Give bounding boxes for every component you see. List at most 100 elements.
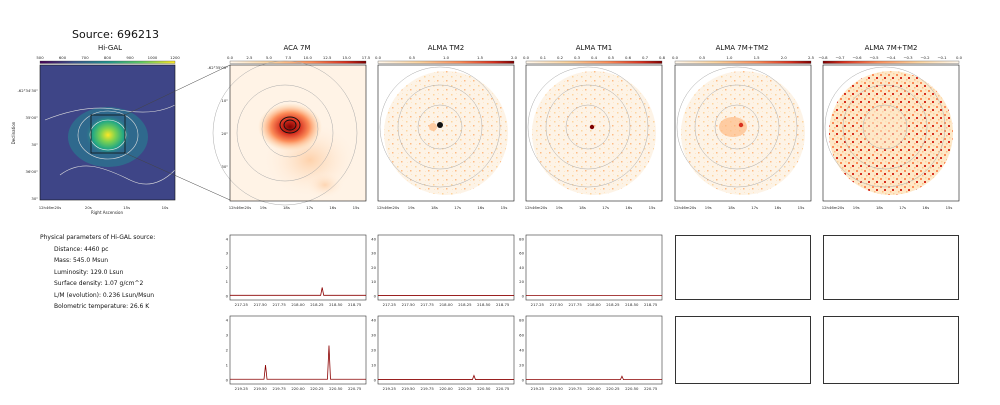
tm1-cbar-tick: 0.8 [659, 55, 666, 60]
spectrum-line [230, 287, 366, 296]
spectrum-ytick: 1 [226, 362, 229, 367]
tm2-xtick: 18s [431, 205, 438, 210]
spectrum-ytick: 20 [371, 265, 376, 270]
spectrum-xtick: 220.00 [587, 386, 601, 391]
spectrum-xtick: 218.50 [329, 302, 343, 307]
param-distance: Distance: 4460 pc [54, 245, 109, 253]
spectrum-xtick: 217.75 [272, 302, 286, 307]
spectrum-xtick: 220.25 [606, 386, 620, 391]
spectrum-frame [525, 315, 663, 385]
spectrum-xtick: 218.00 [587, 302, 601, 307]
tm2-cbar-tick: 1.0 [443, 55, 450, 60]
spectrum-xtick: 217.25 [235, 302, 249, 307]
spectrum-line [230, 345, 366, 380]
higal-cbar-tick: 700 [81, 55, 89, 60]
tm1-panel [525, 60, 663, 202]
spectrum-xtick: 220.75 [348, 386, 362, 391]
spectrum-xtick: 217.50 [402, 302, 416, 307]
aca7m-cbar-tick: 5.0 [266, 55, 273, 60]
zoom-line-top [124, 64, 231, 116]
tm7m2-cbar-tick: 2.0 [781, 55, 788, 60]
tm1-xtick: 12h46m20s [525, 205, 548, 210]
spectrum-ytick: 0 [522, 377, 525, 382]
spectrum-ytick: 40 [519, 265, 524, 270]
spectrum-xtick: 220.50 [477, 386, 491, 391]
spectrum-ytick: 80 [519, 317, 524, 322]
tm7m2-xtick: 12h46m20s [674, 205, 697, 210]
tm7m2b-xtick: 12h46m20s [822, 205, 845, 210]
tm7m2b-cbar-tick: −0.2 [920, 55, 930, 60]
aca7m-xtick: 15s [353, 205, 360, 210]
spectrum-xtick: 218.75 [496, 302, 510, 307]
tm1-xtick: 19s [556, 205, 563, 210]
spectrum-frame [377, 315, 515, 385]
tm7m2b-cbar-tick: −0.4 [886, 55, 896, 60]
spectrum-frame [377, 234, 515, 301]
higal-colorbar [39, 60, 176, 64]
tm2-panel [377, 60, 515, 202]
tm7m2-xtick: 15s [798, 205, 805, 210]
spectrum-xtick: 218.00 [439, 302, 453, 307]
tm1-cbar-tick: 0.3 [574, 55, 581, 60]
aca7m-xtick: 17s [306, 205, 313, 210]
zoom-box [90, 114, 126, 154]
tm7m2b-colorbar [822, 60, 960, 64]
spectrum-xtick: 217.75 [420, 302, 434, 307]
tm7m2-cbar-tick: 1.0 [726, 55, 733, 60]
higal-panel [39, 60, 176, 201]
spectrum-xtick: 220.00 [439, 386, 453, 391]
higal-xtick: 20s [85, 205, 92, 210]
higal-ylabel: Declination [11, 121, 16, 144]
tm7m2b-cbar-tick: −0.8 [818, 55, 828, 60]
spectrum-ytick: 3 [226, 251, 229, 256]
tm2-cbar-tick: 0.5 [409, 55, 416, 60]
spectrum-ytick: 10 [371, 362, 376, 367]
spectrum-ytick: 40 [371, 236, 376, 241]
spectrum-xtick: 218.50 [625, 302, 639, 307]
tm7m2b-xtick: 15s [946, 205, 953, 210]
param-surface-density: Surface density: 1.07 g/cm^2 [54, 280, 144, 287]
tm1-cbar-tick: 0.1 [540, 55, 547, 60]
tm1-xtick: 15s [649, 205, 656, 210]
aca7m-cbar-tick: 2.5 [246, 55, 253, 60]
spectrum-ytick: 2 [226, 265, 229, 270]
tm7m2-xtick: 19s [705, 205, 712, 210]
spectrum-ytick: 10 [371, 279, 376, 284]
spectrum-xtick: 217.25 [531, 302, 545, 307]
aca7m-ytick: 10" [221, 98, 228, 103]
spectrum-xtick: 218.25 [310, 302, 324, 307]
tm7m2-panel [674, 60, 812, 202]
tm7m2-cbar-tick: 0.5 [699, 55, 706, 60]
spectrum-line [526, 375, 662, 381]
tm7m2-cbar-tick: 2.5 [808, 55, 815, 60]
tm7m2b-cbar-tick: −0.1 [937, 55, 947, 60]
spectrum-xtick: 219.25 [235, 386, 249, 391]
spectrum-xtick: 220.25 [458, 386, 472, 391]
spectrum-ytick: 1 [226, 279, 229, 284]
tm7m2-xtick: 18s [728, 205, 735, 210]
spectrum-ytick: 20 [371, 347, 376, 352]
aca7m-cbar-tick: 0.0 [227, 55, 234, 60]
spectrum-ytick: 2 [226, 347, 229, 352]
tm7m2b-cbar-tick: −0.3 [903, 55, 913, 60]
spectrum-ytick: 40 [371, 317, 376, 322]
spectrum-ytick: 20 [519, 279, 524, 284]
higal-ytick: 30" [31, 142, 38, 147]
spectrum-ytick: 0 [226, 377, 229, 382]
spectrum-xtick: 220.25 [310, 386, 324, 391]
spectrum-xtick: 217.50 [550, 302, 564, 307]
spectrum-xtick: 218.25 [458, 302, 472, 307]
spectrum-xtick: 219.75 [420, 386, 434, 391]
tm1-xtick: 16s [625, 205, 632, 210]
tm7m2-cbar-tick: 1.5 [754, 55, 761, 60]
spectrum-frame [525, 234, 663, 301]
higal-xtick: 10s [162, 205, 169, 210]
tm7m2-colorbar [674, 60, 812, 64]
aca7m-ytick: 30" [221, 164, 228, 169]
spectrum-ytick: 30 [371, 251, 376, 256]
tm2-colorbar [377, 60, 515, 64]
tm1-colorbar [525, 60, 663, 64]
spectrum-ytick: 0 [374, 377, 377, 382]
tm2-cbar-tick: 1.5 [477, 55, 484, 60]
